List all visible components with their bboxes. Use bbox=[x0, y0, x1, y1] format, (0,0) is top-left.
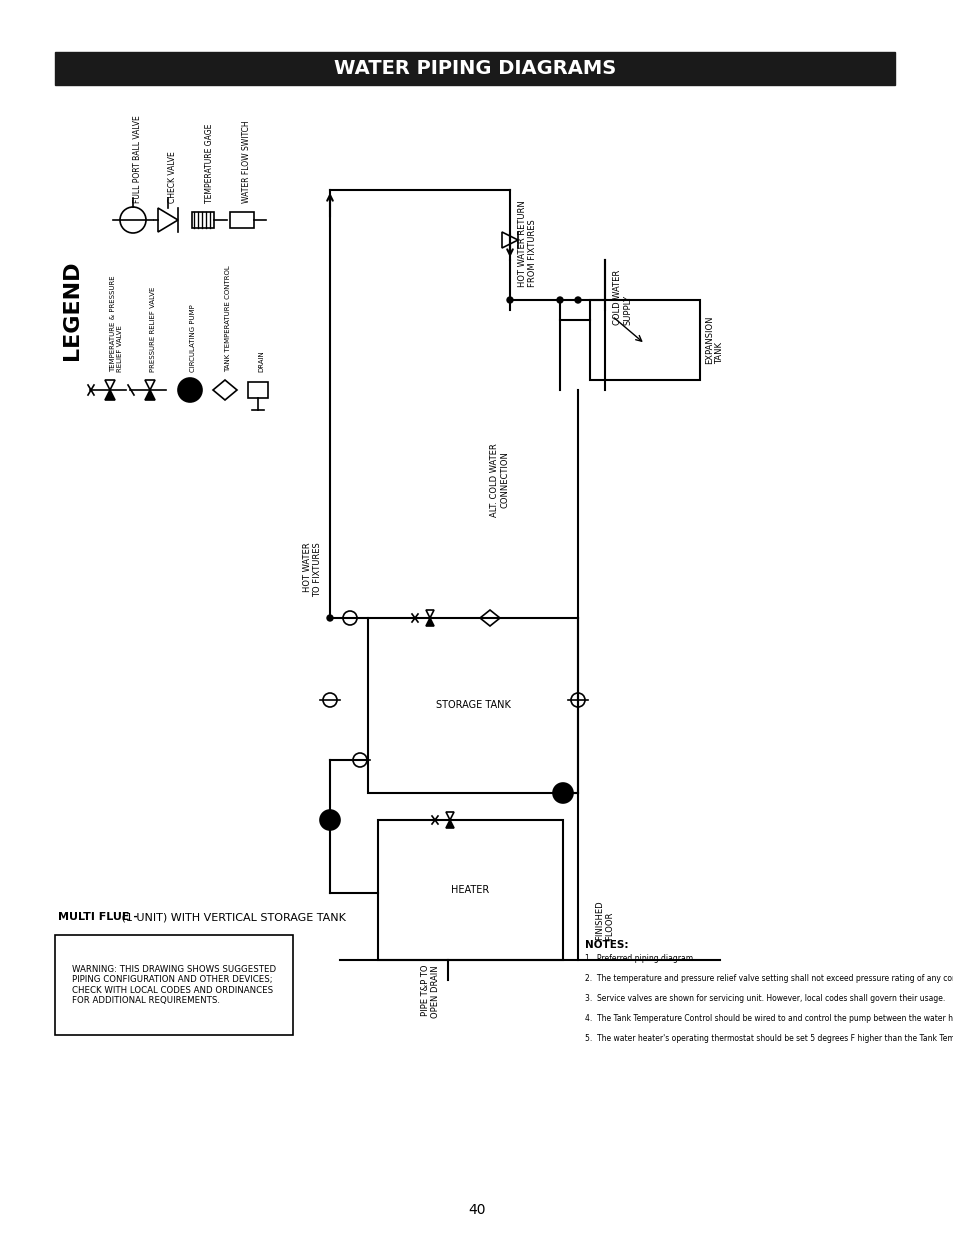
Circle shape bbox=[575, 296, 580, 303]
Text: EXPANSION
TANK: EXPANSION TANK bbox=[704, 316, 723, 364]
Polygon shape bbox=[426, 618, 434, 626]
Text: TANK TEMPERATURE CONTROL: TANK TEMPERATURE CONTROL bbox=[225, 266, 231, 372]
Polygon shape bbox=[446, 820, 454, 827]
Text: NOTES:: NOTES: bbox=[584, 940, 628, 950]
Bar bbox=[377, 820, 562, 960]
Text: FINISHED
FLOOR: FINISHED FLOOR bbox=[595, 900, 614, 940]
Circle shape bbox=[553, 783, 573, 803]
Text: HEATER: HEATER bbox=[451, 885, 489, 895]
Polygon shape bbox=[105, 390, 115, 400]
Text: MULTI FLUE -: MULTI FLUE - bbox=[58, 911, 138, 923]
Text: COLD WATER
SUPPLY: COLD WATER SUPPLY bbox=[613, 270, 632, 325]
Text: (1 UNIT) WITH VERTICAL STORAGE TANK: (1 UNIT) WITH VERTICAL STORAGE TANK bbox=[118, 911, 346, 923]
Text: 1.  Preferred piping diagram.: 1. Preferred piping diagram. bbox=[584, 953, 695, 963]
Bar bbox=[55, 52, 894, 85]
Bar bbox=[368, 618, 578, 793]
Circle shape bbox=[506, 296, 513, 303]
Text: FULL PORT BALL VALVE: FULL PORT BALL VALVE bbox=[132, 115, 142, 203]
Text: ALT. COLD WATER
CONNECTION: ALT. COLD WATER CONNECTION bbox=[490, 443, 509, 517]
Text: HOT WATER
TO FIXTURES: HOT WATER TO FIXTURES bbox=[302, 542, 322, 598]
Text: TEMPERATURE GAGE: TEMPERATURE GAGE bbox=[205, 124, 213, 203]
Text: CIRCULATING PUMP: CIRCULATING PUMP bbox=[190, 304, 195, 372]
Circle shape bbox=[319, 810, 339, 830]
Text: WARNING: THIS DRAWING SHOWS SUGGESTED
PIPING CONFIGURATION AND OTHER DEVICES;
CH: WARNING: THIS DRAWING SHOWS SUGGESTED PI… bbox=[71, 965, 275, 1005]
Text: HOT WATER RETURN
FROM FIXTURES: HOT WATER RETURN FROM FIXTURES bbox=[517, 200, 537, 287]
Circle shape bbox=[557, 296, 562, 303]
Text: 4.  The Tank Temperature Control should be wired to and control the pump between: 4. The Tank Temperature Control should b… bbox=[584, 1014, 953, 1023]
Text: PIPE T&P TO
OPEN DRAIN: PIPE T&P TO OPEN DRAIN bbox=[420, 965, 439, 1018]
Bar bbox=[230, 212, 253, 228]
Circle shape bbox=[178, 378, 202, 403]
Text: STORAGE TANK: STORAGE TANK bbox=[436, 700, 510, 710]
Text: WATER PIPING DIAGRAMS: WATER PIPING DIAGRAMS bbox=[334, 59, 616, 79]
Text: 40: 40 bbox=[468, 1203, 485, 1216]
Text: LEGEND: LEGEND bbox=[62, 261, 82, 359]
Circle shape bbox=[327, 615, 333, 621]
Text: WATER FLOW SWITCH: WATER FLOW SWITCH bbox=[242, 120, 251, 203]
Bar bbox=[248, 382, 268, 398]
Text: 5.  The water heater's operating thermostat should be set 5 degrees F higher tha: 5. The water heater's operating thermost… bbox=[584, 1034, 953, 1044]
Text: 2.  The temperature and pressure relief valve setting shall not exceed pressure : 2. The temperature and pressure relief v… bbox=[584, 974, 953, 983]
Polygon shape bbox=[145, 390, 154, 400]
Text: TEMPERATURE & PRESSURE
RELIEF VALVE: TEMPERATURE & PRESSURE RELIEF VALVE bbox=[110, 275, 123, 372]
Bar bbox=[589, 300, 700, 380]
Text: DRAIN: DRAIN bbox=[257, 351, 264, 372]
Text: CHECK VALVE: CHECK VALVE bbox=[168, 151, 177, 203]
Bar bbox=[192, 212, 213, 228]
Text: PRESSURE RELIEF VALVE: PRESSURE RELIEF VALVE bbox=[150, 287, 156, 372]
Bar bbox=[55, 935, 293, 1035]
Text: 3.  Service valves are shown for servicing unit. However, local codes shall gove: 3. Service valves are shown for servicin… bbox=[584, 994, 944, 1003]
